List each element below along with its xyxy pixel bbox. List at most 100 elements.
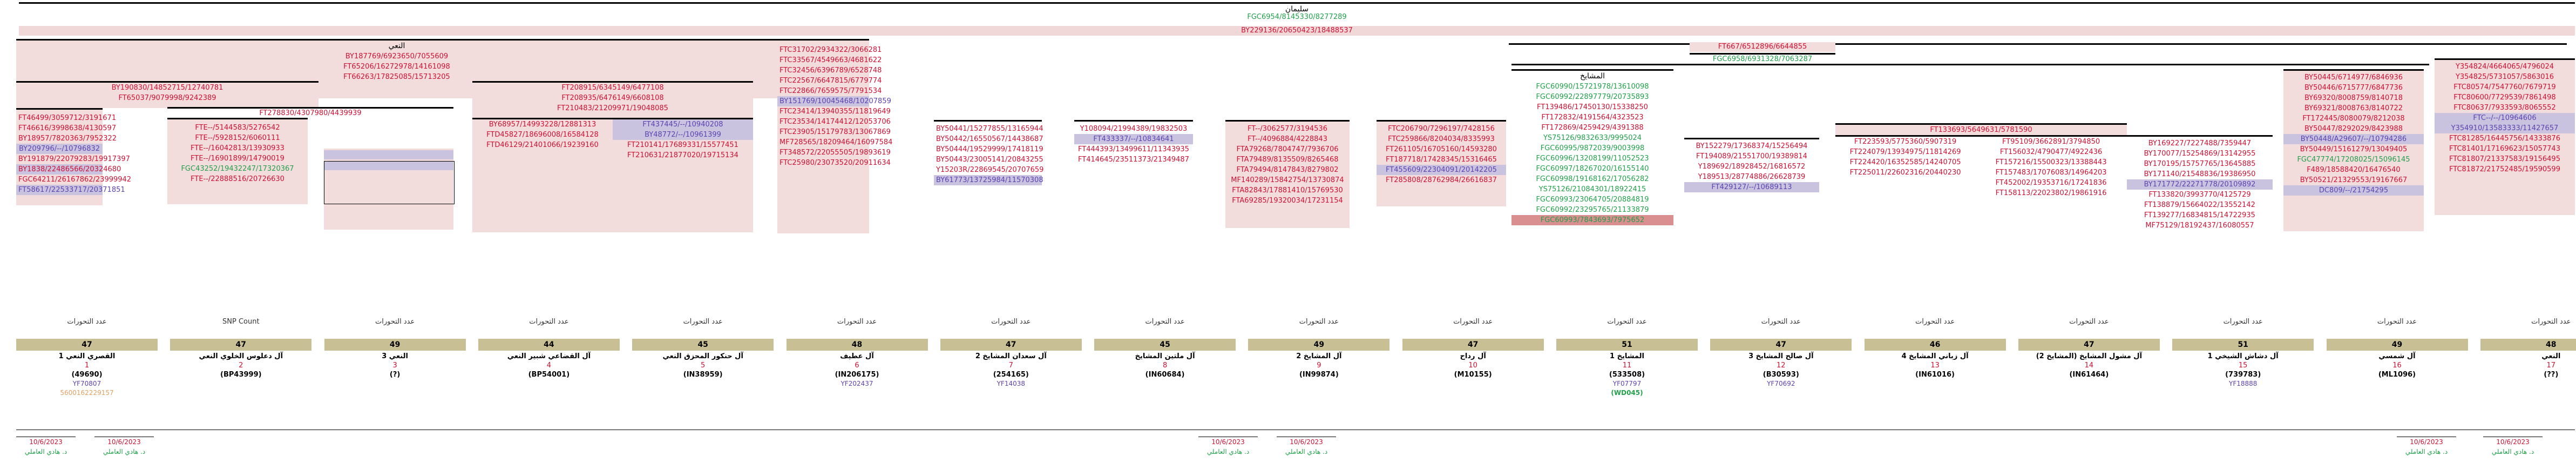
lineage-name: القصري النعي 1: [58, 352, 116, 360]
col-g-list: FT--/3062577/3194536 FT--/4096884/4228843…: [1225, 124, 1350, 206]
haplogroup-ref: FTC81285/16445756/14333876: [2449, 135, 2560, 143]
lineage-number: 2: [239, 361, 243, 370]
haplogroup-ref: BY50446/6715777/6847736: [2304, 84, 2403, 92]
haplogroup-ref: FT348572/22055505/19893619: [779, 149, 891, 157]
snp-count-value: 48: [2480, 339, 2576, 351]
lineage-name: آل القضاعي شبير النعي: [507, 352, 591, 360]
haplogroup-ref: FT210483/21209971/19048085: [557, 104, 668, 112]
lineage-number: 17: [2546, 361, 2556, 370]
haplogroup-ref: FTC80574/7547760/7679719: [2453, 83, 2556, 91]
lineage-column[interactable]: عدد التحورات 45 آل حنكور المحزق النعي 5 (IN3…: [632, 317, 774, 397]
lineage-column[interactable]: عدد التحورات 47 آل صالح المشايخ 3 12 (B30593…: [1710, 317, 1852, 397]
lineage-column[interactable]: عدد التحورات 46 آل زباني المشايخ 4 13 (IN610…: [1864, 317, 2006, 397]
subblock-b-title: FT278830/4307980/4439939: [167, 107, 453, 118]
haplogroup-ref: FTA69285/19320034/17231154: [1232, 197, 1343, 205]
mashaikh-list: FGC60990/15721978/13610098 FGC60992/22897…: [1511, 82, 1673, 225]
signature-name: د. هادي العاملي: [1285, 448, 1328, 455]
lineage-code: (739783): [2225, 371, 2261, 379]
lineage-name: النعي 3: [382, 352, 408, 360]
empty-bar-1: [324, 150, 453, 159]
ydna-id: [170, 379, 311, 388]
lineage-code: (IN206175): [835, 371, 879, 379]
col-c-sub2: FT437445/--/10940208 BY48772/--/10961399 F…: [613, 119, 753, 160]
haplogroup-ref: FTA79489/8135509/8265468: [1236, 156, 1339, 164]
snp-count-label: عدد التحورات: [991, 318, 1031, 326]
haplogroup-ref: BY50444/19529999/17418119: [936, 145, 1043, 153]
naai-ref-1: FT65206/16272978/14161098: [343, 63, 450, 71]
selection-box[interactable]: [324, 161, 455, 204]
lineage-column[interactable]: عدد التحورات 47 آل رداح 10 (M10155): [1402, 317, 1544, 397]
haplogroup-ref: FGC60995/9872039/9003998: [1540, 144, 1645, 152]
haplogroup-ref: FTC81401/17169623/15057743: [2449, 145, 2560, 153]
snp-count-label: عدد التحورات: [2531, 318, 2571, 326]
lineage-sub: [1402, 388, 1544, 397]
lineage-column[interactable]: عدد التحورات 49 آل المشايخ 2 9 (IN99874): [1248, 317, 1390, 397]
lineage-column[interactable]: عدد التحورات 49 النعي 3 3 (?): [324, 317, 466, 397]
lineage-column[interactable]: SNP Count 47 آل دعلوس الخلوي النعي 2 (BP4399…: [170, 317, 312, 397]
haplogroup-ref: DC809/--/21754295: [2283, 185, 2424, 196]
lineage-name: آل زباني المشايخ 4: [1901, 352, 1969, 360]
ydna-id: [324, 379, 466, 388]
lineage-code: (49690): [71, 371, 103, 379]
haplogroup-ref: FT414645/23511373/21349487: [1078, 156, 1189, 164]
lineage-code: (IN61016): [1915, 371, 1955, 379]
col-f-list: Y108094/21994389/19832503 FT433337/--/108…: [1074, 124, 1193, 165]
haplogroup-ref: BY50445/6714977/6846936: [2304, 73, 2403, 82]
haplogroup-ref: MF140289/15842754/13730874: [1231, 176, 1344, 184]
lineage-number: 4: [546, 361, 552, 370]
snp-count-value: 51: [2172, 339, 2314, 351]
haplogroup-ref: FT285808/28762984/26616837: [1386, 176, 1497, 184]
naai-top-ref: BY187769/6923650/7055609: [345, 52, 449, 61]
haplogroup-ref: FTC259866/8204034/8335993: [1388, 135, 1495, 143]
lineage-sub: [1710, 388, 1852, 397]
lineage-column[interactable]: عدد التحورات 48 النعي 17 (??): [2480, 317, 2576, 397]
signature-stamp: 10/6/2023 د. هادي العاملي: [1277, 437, 1336, 457]
col-j-list: FT223593/5775360/5907319 FT224079/1393497…: [1835, 137, 1975, 198]
snp-count-value: 47: [1402, 339, 1544, 351]
lineage-sub: [2327, 388, 2468, 397]
snp-count-value: 47: [16, 339, 158, 351]
signature-name: د. هادي العاملي: [2491, 448, 2534, 455]
ydna-id: [1094, 379, 1236, 388]
snp-count-label: عدد التحورات: [683, 318, 723, 326]
col-h-block: FTC206790/7296197/7428156 FTC259866/82040…: [1377, 120, 1506, 206]
ydna-id: [1402, 379, 1544, 388]
lineage-column[interactable]: عدد التحورات 45 آل ملتين المشايخ 8 (IN60684): [1094, 317, 1236, 397]
col-e-list: BY50441/15277855/13165944 BY50442/1655056…: [934, 124, 1043, 185]
naai-ref-2: FT66263/17825085/15713205: [343, 73, 450, 81]
right-top-a: FT667/6512896/6644855: [1690, 42, 1835, 52]
lineage-column[interactable]: عدد التحورات 48 آل عطيف 6 (IN206175) YF202437: [786, 317, 928, 397]
lineage-column[interactable]: عدد التحورات 44 آل القضاعي شبير النعي 4 (BP5…: [478, 317, 620, 397]
snp-count-label: عدد التحورات: [1453, 318, 1493, 326]
empty-bar-2: [324, 161, 453, 170]
lineage-code: (254165): [993, 371, 1029, 379]
signature-name: د. هادي العاملي: [2405, 448, 2448, 455]
signature-date: 10/6/2023: [2483, 437, 2543, 447]
lineage-column[interactable]: عدد التحورات 47 القصري النعي 1 1 (49690) YF70…: [16, 317, 158, 397]
lineage-name: آل ملتين المشايخ: [1135, 352, 1195, 360]
lineage-column[interactable]: عدد التحورات 51 المشايخ 1 11 (533508) YF07797…: [1556, 317, 1698, 397]
snp-count-value: 45: [1094, 339, 1236, 351]
col-g-block: FT--/3062577/3194536 FT--/4096884/4228843…: [1225, 120, 1350, 228]
lineage-column[interactable]: عدد التحورات 47 آل مشول المشايخ (المشايخ 2…: [2018, 317, 2160, 397]
haplogroup-ref: FTC33567/4549663/4681622: [779, 56, 882, 64]
lineage-column[interactable]: عدد التحورات 47 آل سعدان المشايخ 2 7 (254165…: [940, 317, 1082, 397]
snp-count-label: عدد التحورات: [2377, 318, 2417, 326]
haplogroup-ref: FGC60990/15721978/13610098: [1536, 83, 1649, 91]
lineage-column[interactable]: عدد التحورات 49 آل شمسي 16 (ML1096): [2326, 317, 2468, 397]
haplogroup-ref: FTE--/22888516/20726630: [191, 175, 284, 183]
col-c-list: FT208935/6476149/6608108 FT210483/2120997…: [472, 93, 753, 113]
lineage-column[interactable]: عدد التحورات 51 آل دشاش الشيخي 1 15 (739783)…: [2172, 317, 2314, 397]
haplogroup-ref: FTC22567/6647815/6779774: [779, 77, 882, 85]
lineage-code: (M10155): [1454, 371, 1492, 379]
haplogroup-ref: BY170195/15757765/13645885: [2144, 160, 2256, 168]
haplogroup-ref: FGC64211/26167862/23999942: [18, 176, 132, 184]
lineage-number: 3: [392, 361, 397, 370]
lineage-code: (B30593): [1762, 371, 1799, 379]
lineage-sub: [1094, 388, 1236, 397]
second-level-ref: BY229136/20650423/18488537: [19, 26, 2575, 36]
mashaikh-title: المشايخ: [1511, 69, 1673, 82]
haplogroup-ref: FGC43252/19432247/17320367: [181, 165, 294, 173]
col-a-list: FT46499/3059712/3191671 FT46616/3998638/4…: [16, 113, 132, 195]
lineage-number: 13: [1930, 361, 1940, 370]
